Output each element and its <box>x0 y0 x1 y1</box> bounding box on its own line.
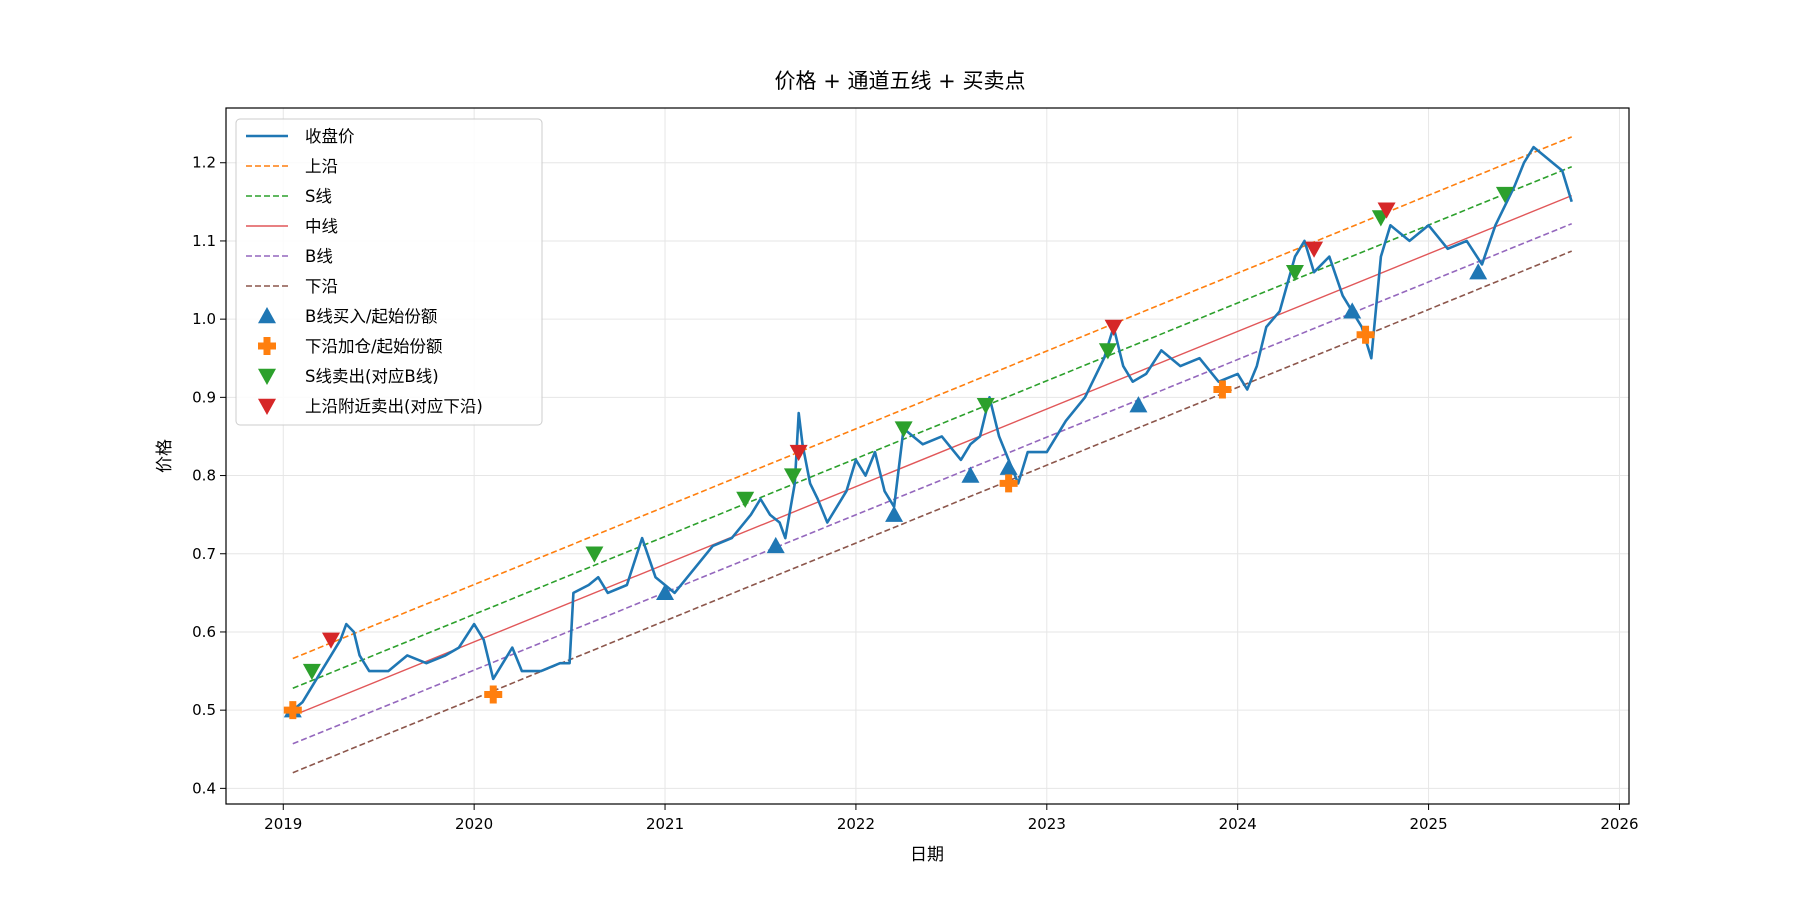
x-tick-label: 2024 <box>1219 815 1257 833</box>
x-axis-label: 日期 <box>910 845 944 865</box>
legend-label: 上沿附近卖出(对应下沿) <box>305 397 483 416</box>
axes-frame <box>225 107 1630 805</box>
x-tick-label: 2021 <box>646 815 684 833</box>
x-tick-label: 2019 <box>264 815 302 833</box>
legend-label: S线卖出(对应B线) <box>305 367 439 386</box>
legend-marker <box>258 337 276 355</box>
marker-3 <box>1104 319 1123 336</box>
marker-2 <box>1495 186 1514 204</box>
marker-0 <box>1129 396 1148 413</box>
marker-0 <box>1343 302 1362 319</box>
legend-marker <box>258 307 276 324</box>
marker-2 <box>976 397 995 415</box>
marker-2 <box>736 491 755 509</box>
marker-1 <box>1213 380 1232 399</box>
y-tick-label: 0.5 <box>192 701 216 719</box>
marker-2 <box>1098 343 1117 360</box>
chart-title: 价格 + 通道五线 + 买卖点 <box>775 69 1026 93</box>
marker-1 <box>484 685 503 704</box>
y-tick-label: 0.7 <box>192 545 216 563</box>
marker-2 <box>585 546 604 563</box>
x-tick-label: 2020 <box>455 815 493 833</box>
y-tick-label: 0.8 <box>192 467 216 485</box>
plot-area <box>283 136 1573 774</box>
legend-label: S线 <box>305 187 332 206</box>
marker-3 <box>789 444 808 462</box>
legend-marker <box>258 368 276 385</box>
y-axis-label: 价格 <box>155 439 175 473</box>
marker-1 <box>1356 325 1375 344</box>
marker-0 <box>1469 263 1488 280</box>
y-tick-label: 0.9 <box>192 388 216 406</box>
x-tick-label: 2022 <box>837 815 875 833</box>
legend-marker <box>258 398 276 415</box>
marker-3 <box>1305 241 1324 258</box>
series-line-5 <box>292 250 1573 774</box>
x-tick-label: 2026 <box>1600 815 1638 833</box>
legend-label: 收盘价 <box>305 127 355 146</box>
legend-label: 下沿加仓/起始份额 <box>305 337 443 356</box>
marker-1 <box>999 474 1018 493</box>
marker-2 <box>894 421 913 438</box>
marker-3 <box>321 632 340 649</box>
y-tick-label: 1.0 <box>192 310 216 328</box>
marker-3 <box>1377 202 1396 219</box>
legend-box <box>235 118 543 426</box>
legend-label: B线买入/起始份额 <box>305 307 438 326</box>
legend-label: B线 <box>305 247 333 266</box>
y-tick-label: 1.2 <box>192 154 216 172</box>
y-tick-label: 0.6 <box>192 623 216 641</box>
marker-2 <box>783 468 802 485</box>
marker-0 <box>999 458 1018 475</box>
series-line-1 <box>292 136 1573 660</box>
y-axis: 0.4 0.5 0.6 0.7 0.8 0.9 1.0 1.1 1.2 <box>192 154 226 797</box>
series-line-2 <box>292 165 1573 690</box>
legend-label: 上沿 <box>305 157 338 176</box>
y-tick-label: 0.4 <box>192 779 216 797</box>
x-tick-label: 2025 <box>1409 815 1447 833</box>
marker-2 <box>302 663 321 681</box>
x-axis: 2019 2020 2021 2022 2023 2024 2025 2026 <box>264 804 1639 833</box>
legend-label: 下沿 <box>305 277 338 296</box>
marker-0 <box>656 583 675 601</box>
grid <box>226 108 1629 804</box>
marker-0 <box>885 505 904 522</box>
legend-label: 中线 <box>305 217 338 236</box>
marker-0 <box>766 536 785 554</box>
marker-0 <box>961 466 980 483</box>
series-line-3 <box>292 194 1572 717</box>
marker-2 <box>1285 265 1304 282</box>
y-tick-label: 1.1 <box>192 232 216 250</box>
marker-1 <box>283 701 302 720</box>
x-tick-label: 2023 <box>1028 815 1066 833</box>
